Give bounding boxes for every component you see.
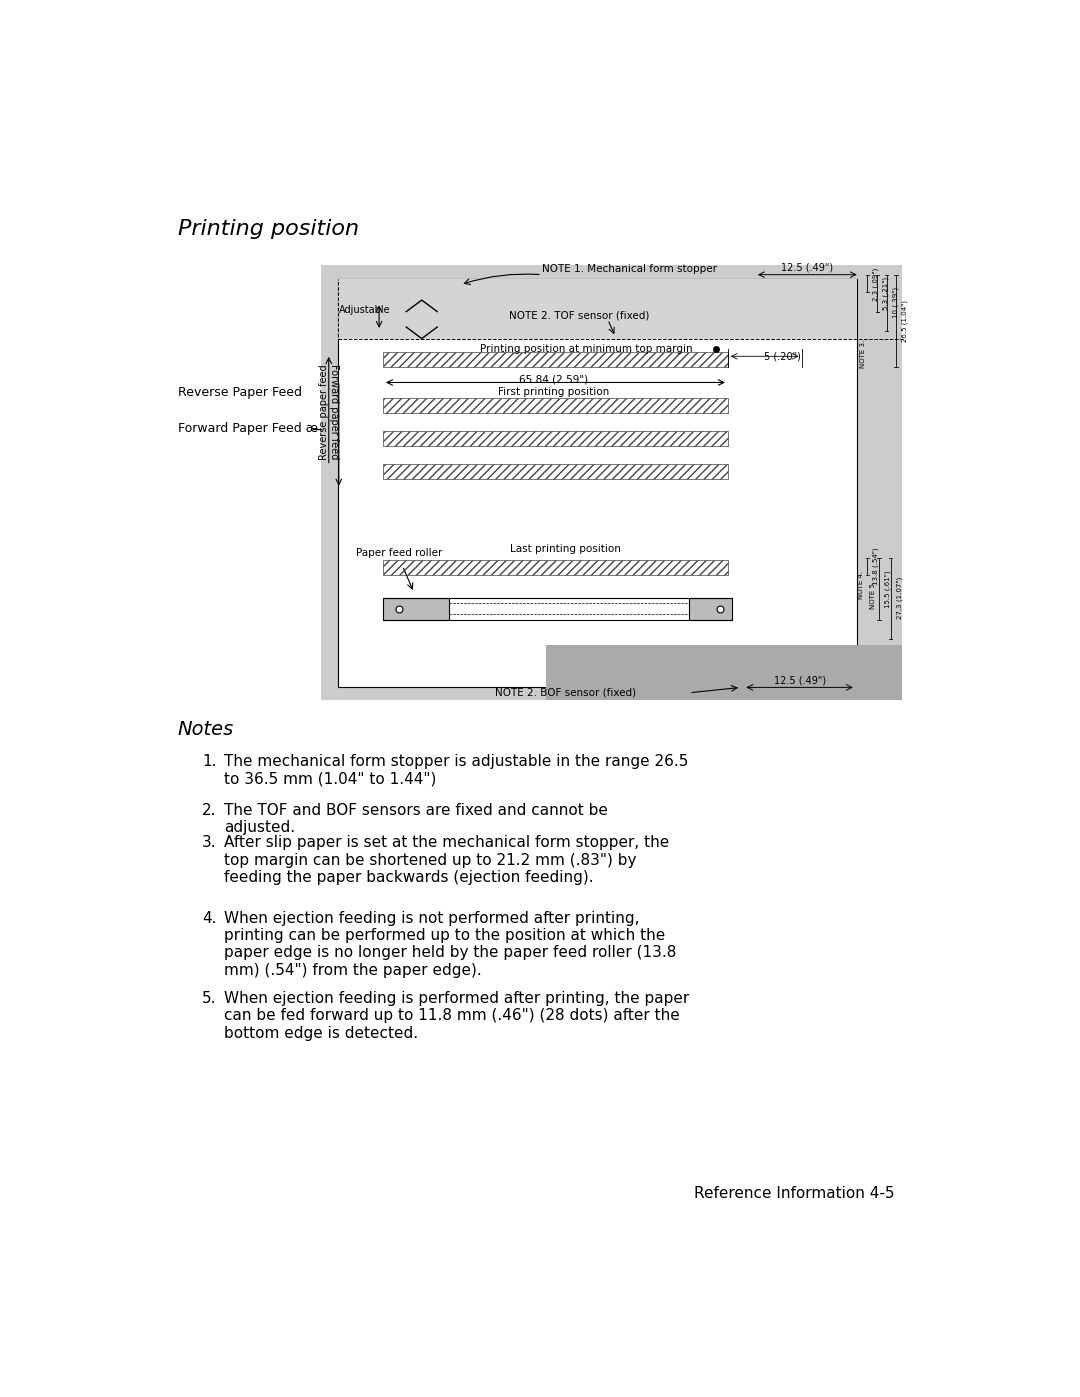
Bar: [338, 279, 858, 687]
Text: 5.3 (.21"): 5.3 (.21"): [882, 277, 889, 310]
Text: 5.: 5.: [202, 990, 216, 1006]
Bar: [383, 432, 728, 447]
Text: 65.84 (2.59"): 65.84 (2.59"): [518, 374, 589, 384]
Text: 13.8 (.54"): 13.8 (.54"): [873, 548, 879, 585]
Text: First printing position: First printing position: [498, 387, 609, 397]
Bar: [321, 265, 902, 700]
Text: Reference Information 4-5: Reference Information 4-5: [694, 1186, 894, 1201]
Text: The mechanical form stopper is adjustable in the range 26.5
to 36.5 mm (1.04" to: The mechanical form stopper is adjustabl…: [225, 754, 689, 787]
Text: Reverse paper feed: Reverse paper feed: [319, 363, 329, 460]
Text: 4.: 4.: [202, 911, 216, 926]
Bar: [689, 598, 732, 620]
Bar: [383, 464, 728, 479]
Text: NOTE 2. TOF sensor (fixed): NOTE 2. TOF sensor (fixed): [509, 310, 649, 320]
Text: 10 (.39"): 10 (.39"): [892, 286, 899, 319]
Text: Paper feed roller: Paper feed roller: [356, 549, 442, 559]
Text: Forward Paper Feed æ: Forward Paper Feed æ: [177, 422, 318, 436]
Text: NOTE 5.: NOTE 5.: [869, 581, 876, 609]
Text: The TOF and BOF sensors are fixed and cannot be
adjusted.: The TOF and BOF sensors are fixed and ca…: [225, 803, 608, 835]
Text: 5 (.20"): 5 (.20"): [765, 351, 801, 362]
Text: 2.: 2.: [202, 803, 216, 817]
Text: Adjustable: Adjustable: [339, 305, 391, 316]
Text: NOTE 3.: NOTE 3.: [860, 339, 866, 367]
Text: NOTE 4.: NOTE 4.: [859, 571, 864, 599]
Text: 27.3 (1.07"): 27.3 (1.07"): [896, 577, 903, 619]
Bar: [383, 598, 449, 620]
Text: NOTE 1. Mechanical form stopper: NOTE 1. Mechanical form stopper: [542, 264, 717, 274]
Bar: [338, 279, 858, 338]
Bar: [545, 645, 902, 700]
Text: Notes: Notes: [177, 719, 234, 739]
Bar: [383, 398, 728, 414]
Text: Last printing position: Last printing position: [510, 543, 621, 553]
Text: 1.: 1.: [202, 754, 216, 770]
Text: 15.5 (.61"): 15.5 (.61"): [885, 570, 891, 608]
Text: When ejection feeding is performed after printing, the paper
can be fed forward : When ejection feeding is performed after…: [225, 990, 689, 1041]
Text: 12.5 (.49"): 12.5 (.49"): [781, 263, 833, 272]
Text: Printing position at minimum top margin: Printing position at minimum top margin: [480, 344, 692, 353]
Text: 12.5 (.49"): 12.5 (.49"): [774, 676, 826, 686]
Text: Printing position: Printing position: [177, 219, 359, 239]
Text: When ejection feeding is not performed after printing,
printing can be performed: When ejection feeding is not performed a…: [225, 911, 676, 978]
Text: Reverse Paper Feed: Reverse Paper Feed: [177, 386, 301, 400]
Text: Forward paper feed: Forward paper feed: [329, 365, 339, 460]
Text: 3.: 3.: [202, 835, 216, 851]
Text: NOTE 2. BOF sensor (fixed): NOTE 2. BOF sensor (fixed): [495, 687, 636, 697]
Bar: [383, 352, 728, 367]
Text: 2.3 (.09"): 2.3 (.09"): [873, 267, 879, 300]
Bar: [383, 560, 728, 576]
Text: After slip paper is set at the mechanical form stopper, the
top margin can be sh: After slip paper is set at the mechanica…: [225, 835, 670, 886]
Text: 26.5 (1.04"): 26.5 (1.04"): [902, 300, 908, 342]
